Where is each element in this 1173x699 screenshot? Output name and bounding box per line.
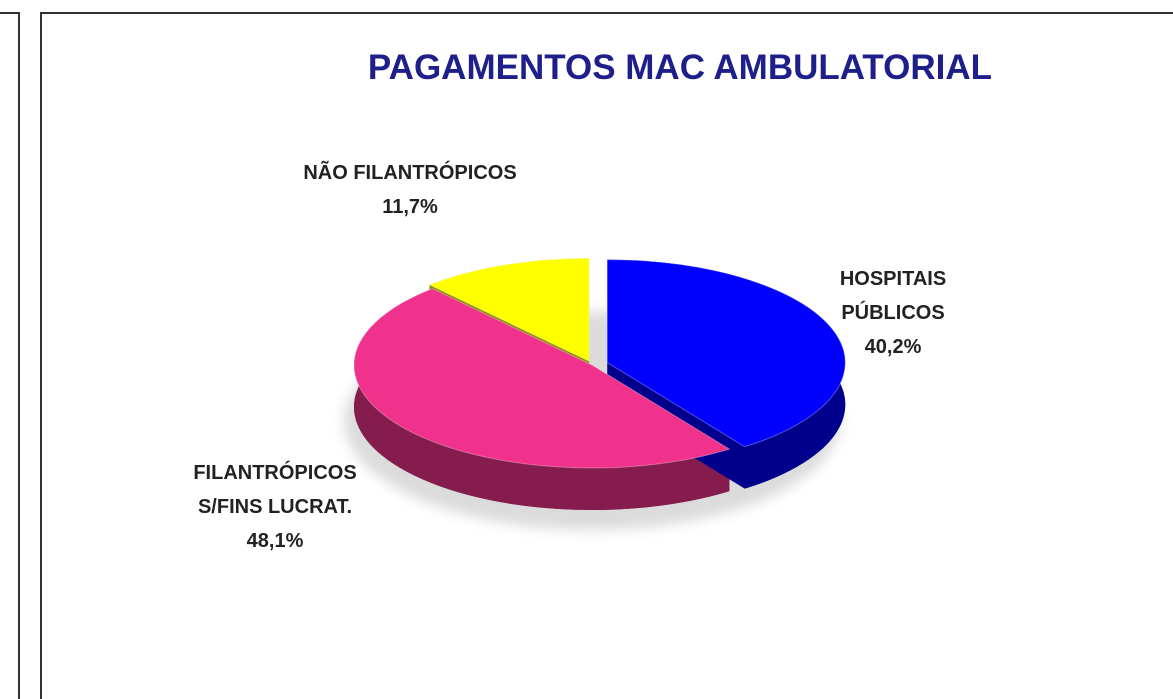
category-label: FILANTRÓPICOS S/FINS LUCRAT. [193, 462, 357, 518]
data-label: FILANTRÓPICOS S/FINS LUCRAT. 48,1% [160, 456, 390, 558]
category-label: HOSPITAIS PÚBLICOS [839, 268, 947, 324]
slice [353, 288, 731, 469]
value-label: 48,1% [246, 530, 304, 552]
left-panel [0, 12, 20, 699]
slice [606, 259, 846, 448]
slice [428, 257, 590, 363]
data-label: NÃO FILANTRÓPICOS 11,7% [300, 156, 520, 224]
slice-rim [353, 288, 730, 510]
chart-frame [40, 12, 1173, 699]
value-label: 11,7% [382, 196, 438, 218]
chart-title: PAGAMENTOS MAC AMBULATORIAL [367, 48, 993, 87]
value-label: 40,2% [864, 336, 922, 358]
data-label: HOSPITAIS PÚBLICOS 40,2% [808, 262, 978, 364]
category-label: NÃO FILANTRÓPICOS [303, 162, 517, 184]
